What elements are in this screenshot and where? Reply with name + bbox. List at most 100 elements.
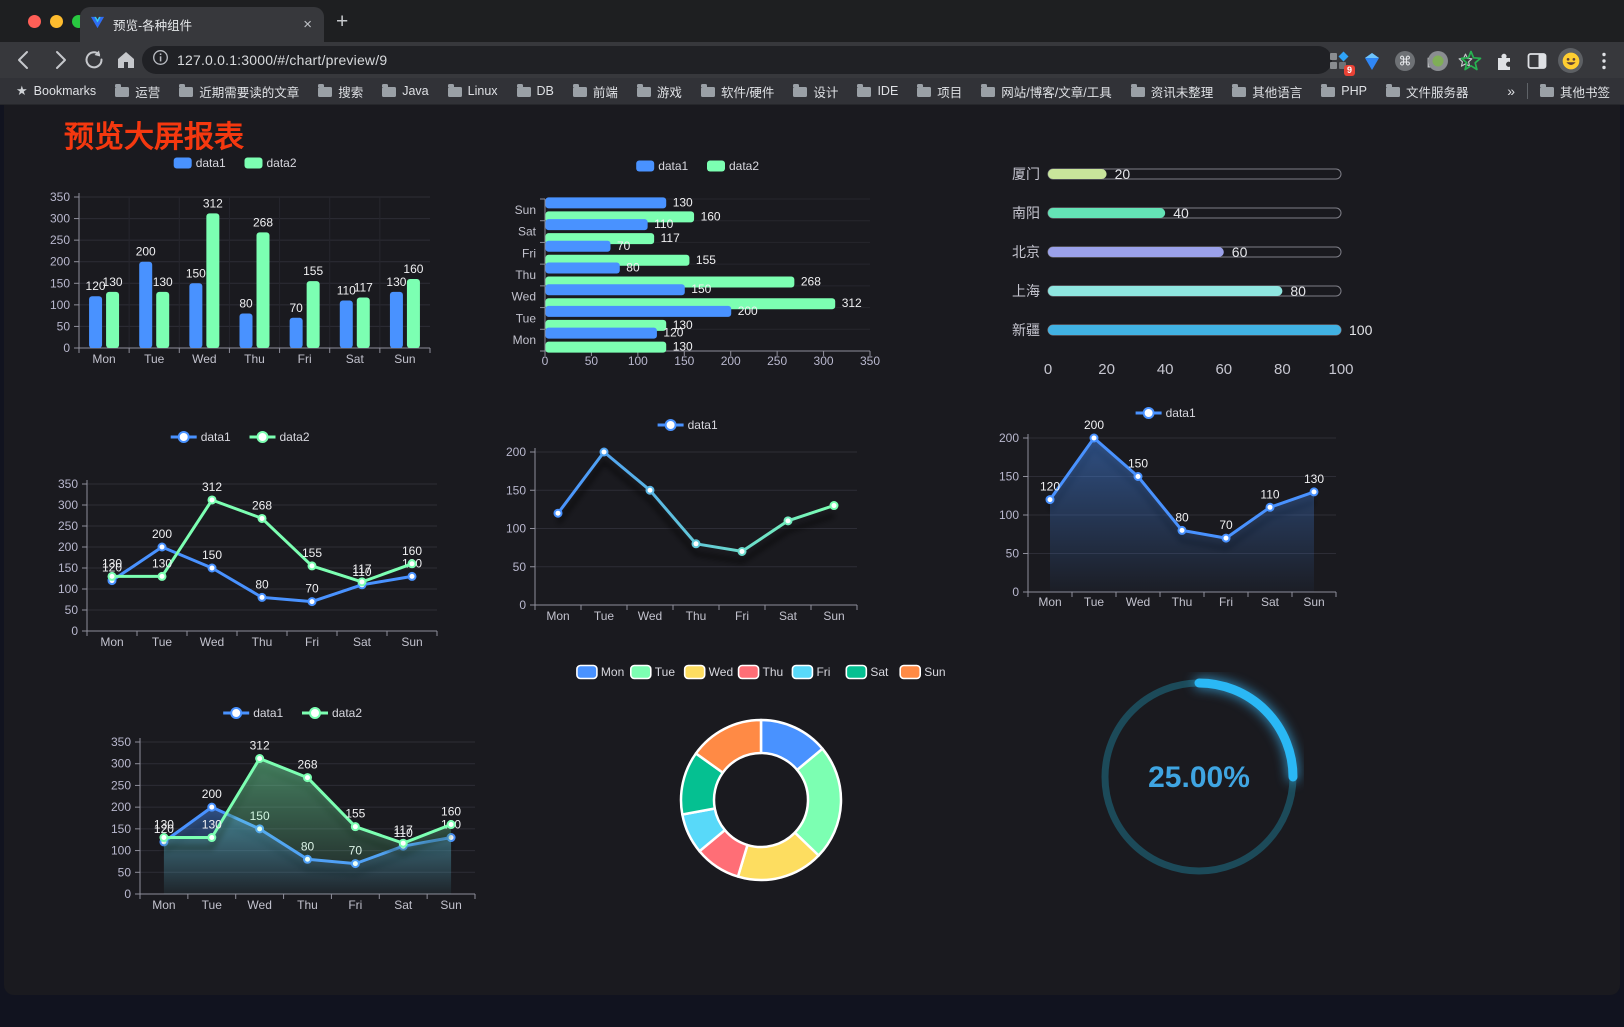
svg-text:155: 155 bbox=[345, 807, 365, 821]
svg-text:Sun: Sun bbox=[401, 635, 422, 649]
chart-grouped-bar[interactable]: 0 50 100 150 200 250 300 350 Mon Tue Wed Thu Fri Sat S… bbox=[35, 148, 440, 376]
bookmark-label: 运营 bbox=[135, 85, 161, 100]
svg-text:data1: data1 bbox=[253, 706, 283, 720]
extension-record-icon[interactable] bbox=[1426, 49, 1450, 73]
chart-line-gradient[interactable]: 0 50 100 150 200 Mon Tue Wed Thu Fri Sat Sun data1 bbox=[505, 398, 875, 630]
svg-text:Sun: Sun bbox=[440, 898, 461, 912]
svg-text:130: 130 bbox=[673, 340, 693, 354]
bookmark-item[interactable]: IDE bbox=[857, 84, 898, 98]
svg-text:40: 40 bbox=[1157, 361, 1174, 378]
svg-text:上海: 上海 bbox=[1012, 283, 1040, 299]
home-icon[interactable] bbox=[114, 48, 138, 72]
svg-text:200: 200 bbox=[999, 431, 1019, 445]
svg-text:⌘: ⌘ bbox=[1399, 53, 1412, 68]
bookmark-label: 近期需要读的文章 bbox=[199, 85, 300, 100]
svg-text:160: 160 bbox=[441, 805, 461, 819]
folder-icon bbox=[1321, 84, 1336, 97]
bookmarks-root[interactable]: ★ Bookmarks bbox=[16, 83, 96, 99]
window-close-button[interactable] bbox=[28, 15, 41, 28]
svg-text:117: 117 bbox=[394, 823, 413, 837]
profile-avatar[interactable] bbox=[1558, 48, 1583, 73]
back-icon[interactable] bbox=[12, 48, 36, 72]
extension-gem-icon[interactable] bbox=[1360, 49, 1384, 73]
bookmark-star-icon[interactable] bbox=[1457, 52, 1474, 74]
svg-text:Mon: Mon bbox=[1038, 595, 1061, 609]
svg-text:data2: data2 bbox=[729, 159, 759, 173]
browser-tab[interactable]: 预览-各种组件 × bbox=[80, 7, 324, 42]
svg-text:50: 50 bbox=[65, 603, 79, 617]
bookmark-item[interactable]: 软件/硬件 bbox=[700, 82, 774, 101]
tab-title: 预览-各种组件 bbox=[113, 19, 193, 33]
svg-text:350: 350 bbox=[860, 354, 880, 368]
bookmark-item[interactable]: PHP bbox=[1321, 84, 1367, 98]
extension-grid-icon[interactable]: 9 bbox=[1327, 49, 1355, 76]
svg-text:250: 250 bbox=[58, 519, 78, 533]
bookmark-item[interactable]: Linux bbox=[447, 84, 498, 98]
svg-text:130: 130 bbox=[202, 818, 222, 832]
sidebar-toggle-icon[interactable] bbox=[1525, 49, 1549, 73]
chart-horizontal-bar[interactable]: 0 50 100 150 200 250 300 350 Sun 130 160 Sat 110 117 F… bbox=[505, 150, 895, 372]
svg-text:110: 110 bbox=[394, 826, 413, 840]
svg-text:100: 100 bbox=[506, 522, 526, 536]
folder-icon bbox=[318, 84, 333, 97]
svg-text:data1: data1 bbox=[196, 156, 226, 170]
svg-text:268: 268 bbox=[297, 758, 317, 772]
chart-line-area[interactable]: 0 50 100 150 200 Mon Tue Wed Thu Fri Sat Sun 120 200 1… bbox=[988, 388, 1348, 613]
svg-text:100: 100 bbox=[628, 354, 648, 368]
svg-text:300: 300 bbox=[111, 757, 131, 771]
bookmark-item[interactable]: 近期需要读的文章 bbox=[179, 82, 299, 101]
extension-puzzle-icon[interactable] bbox=[1492, 49, 1516, 73]
svg-text:150: 150 bbox=[186, 266, 206, 280]
svg-text:117: 117 bbox=[352, 562, 371, 576]
bookmark-item[interactable]: 资讯未整理 bbox=[1130, 82, 1213, 101]
svg-text:0: 0 bbox=[1044, 361, 1052, 378]
svg-text:100: 100 bbox=[1328, 361, 1353, 378]
svg-text:100: 100 bbox=[111, 844, 131, 858]
svg-text:70: 70 bbox=[305, 582, 319, 596]
bookmark-item[interactable]: 游戏 bbox=[636, 82, 682, 101]
svg-text:北京: 北京 bbox=[1012, 244, 1040, 260]
chart-city-progress[interactable]: 厦门 20 南阳 40 北京 60 上海 80 新疆 100 0 20 40 60 80 100 bbox=[1000, 158, 1375, 383]
new-tab-button[interactable]: + bbox=[336, 10, 349, 33]
bookmark-label: 文件服务器 bbox=[1405, 85, 1469, 100]
reload-icon[interactable] bbox=[82, 48, 106, 72]
other-bookmarks[interactable]: 其他书签 bbox=[1539, 82, 1610, 101]
bookmark-item[interactable]: 文件服务器 bbox=[1385, 82, 1469, 101]
forward-icon[interactable] bbox=[48, 48, 72, 72]
bookmark-item[interactable]: 运营 bbox=[115, 82, 160, 101]
svg-text:Sun: Sun bbox=[823, 609, 844, 623]
bookmark-item[interactable]: 设计 bbox=[793, 82, 838, 101]
svg-text:Mon: Mon bbox=[546, 609, 569, 623]
browser-menu-icon[interactable] bbox=[1592, 49, 1616, 73]
url-text[interactable]: 127.0.0.1:3000/#/chart/preview/9 bbox=[177, 52, 388, 68]
site-info-icon[interactable] bbox=[152, 49, 169, 71]
bookmark-label: 游戏 bbox=[656, 85, 682, 100]
extension-green-star-icon[interactable] bbox=[1459, 49, 1483, 73]
bookmark-item[interactable]: 前端 bbox=[572, 82, 618, 101]
chart-line-dual[interactable]: 0 50 100 150 200 250 300 350 Mon Tue Wed Thu Fri Sat S… bbox=[40, 423, 445, 658]
svg-text:250: 250 bbox=[767, 354, 787, 368]
svg-text:Wed: Wed bbox=[192, 352, 216, 366]
svg-text:117: 117 bbox=[661, 231, 680, 245]
bookmark-item[interactable]: 搜索 bbox=[318, 82, 363, 101]
bookmark-item[interactable]: Java bbox=[382, 84, 429, 98]
bookmark-item[interactable]: 网站/博客/文章/工具 bbox=[981, 82, 1112, 101]
chart-percent-gauge[interactable]: 25.00% bbox=[1094, 672, 1304, 882]
chart-weekday-donut[interactable]: Mon Tue Wed Thu Fri Sat Sun bbox=[566, 660, 956, 900]
folder-icon bbox=[793, 84, 808, 97]
svg-text:300: 300 bbox=[50, 212, 70, 226]
bookmark-item[interactable]: 项目 bbox=[917, 82, 962, 101]
tab-close-icon[interactable]: × bbox=[303, 16, 312, 33]
bookmarks-overflow-icon[interactable]: » bbox=[1507, 83, 1515, 99]
bookmark-item[interactable]: DB bbox=[516, 84, 554, 98]
window-minimize-button[interactable] bbox=[50, 15, 63, 28]
svg-text:Tue: Tue bbox=[516, 311, 537, 325]
address-bar[interactable]: 127.0.0.1:3000/#/chart/preview/9 bbox=[142, 46, 1332, 74]
chart-line-area-dual[interactable]: 0 50 100 150 200 250 300 350 Mon Tue Wed Thu Fri Sat S… bbox=[95, 695, 495, 920]
bookmark-item[interactable]: 其他语言 bbox=[1232, 82, 1302, 101]
extension-command-icon[interactable]: ⌘ bbox=[1393, 49, 1417, 73]
svg-text:80: 80 bbox=[1175, 510, 1189, 524]
svg-text:117: 117 bbox=[354, 281, 373, 295]
svg-text:150: 150 bbox=[691, 282, 711, 296]
